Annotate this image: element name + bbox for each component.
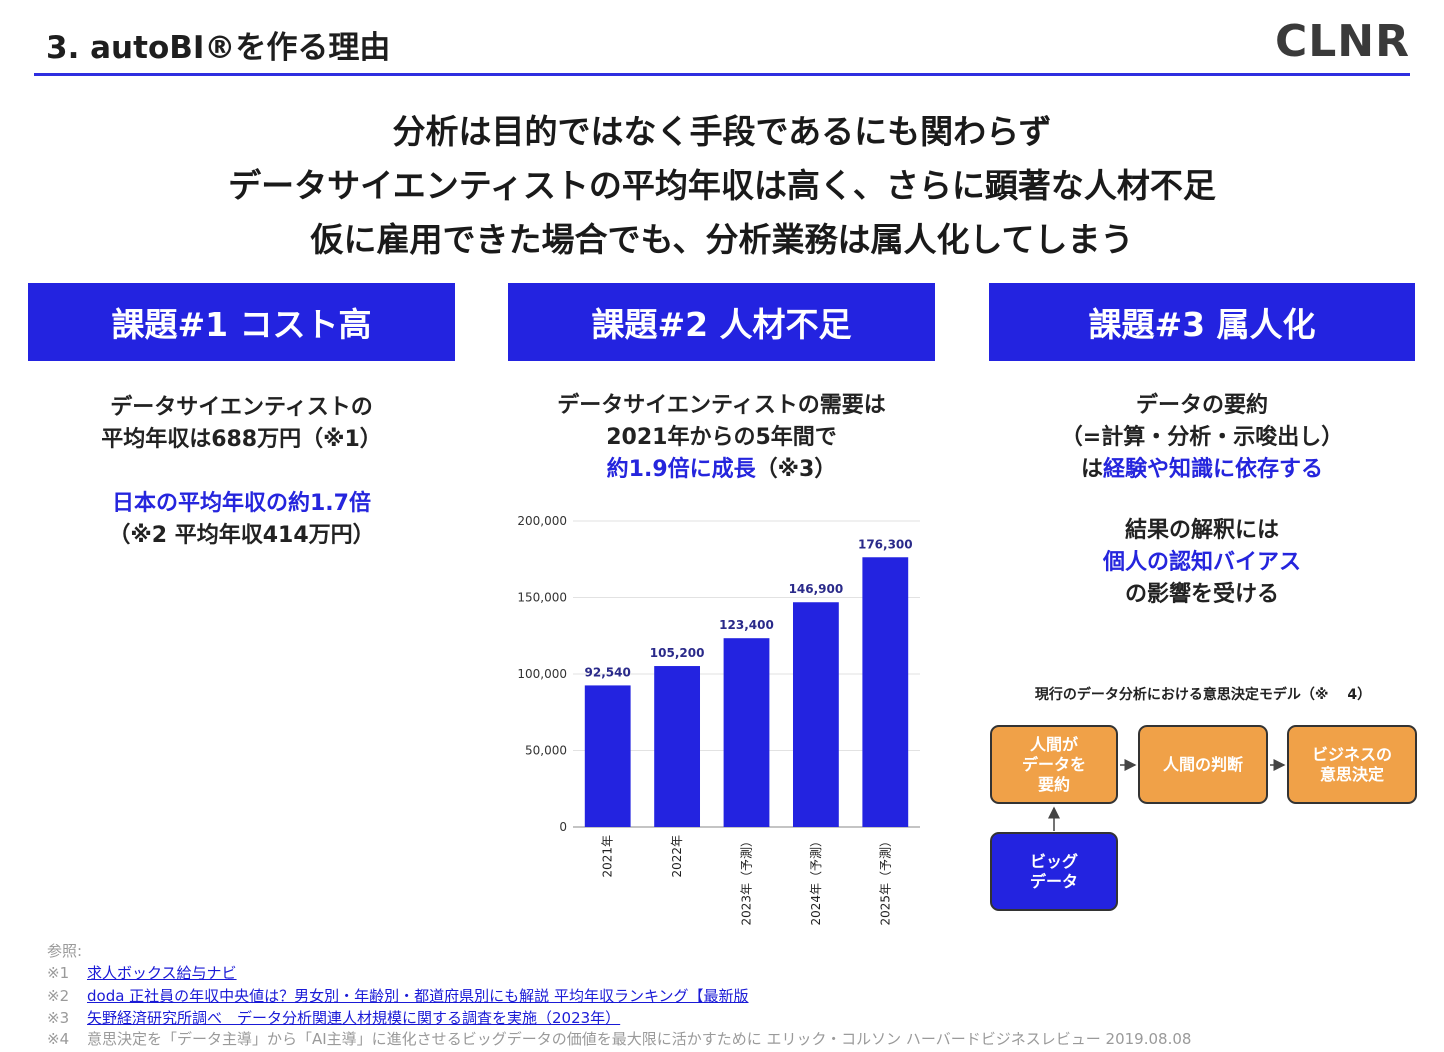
issue-3-line-3: は経験や知識に依存する <box>989 454 1415 486</box>
reference-4: ※4 意思決定を「データ主導」から「AI主導」に進化させるビッグデータの価値を最大… <box>47 1028 1191 1049</box>
diagram-box-human-judgment: 人間の判断 <box>1138 725 1268 804</box>
diagram-title: 現行のデータ分析における意思決定モデル（※ 4） <box>1034 687 1372 703</box>
bar <box>654 666 701 827</box>
references-heading: 参照: <box>47 942 83 960</box>
x-tick-label: 2022年 <box>670 835 684 878</box>
issue-3-line-3-prefix: は <box>1080 457 1103 482</box>
issue-2-highlight: 約1.9倍に成長 <box>606 457 756 482</box>
header-divider <box>34 73 1410 76</box>
box-text-line: 意思決定 <box>1319 764 1384 784</box>
y-tick-label: 50,000 <box>525 744 567 758</box>
issue-3-line-2: （=計算・分析・示唆出し） <box>1060 425 1344 450</box>
issue-3-bias-highlight: 個人の認知バイアス <box>1102 550 1301 575</box>
reference-1: ※1 求人ボックス給与ナビ <box>47 962 237 983</box>
reference-mark: ※2 <box>47 987 70 1005</box>
box-text-line: ビッグ <box>1029 851 1078 871</box>
diagram-box-big-data: ビッグ データ <box>990 832 1118 911</box>
box-text-line: データ <box>1029 871 1078 891</box>
reference-mark: ※4 <box>47 1030 70 1048</box>
reference-3: ※3 矢野経済研究所調べ データ分析関連人材規模に関する調査を実施（2023年） <box>47 1007 620 1028</box>
y-tick-label: 200,000 <box>517 514 567 528</box>
demand-bar-chart: 0 50,000 100,000 150,000 200,000 92,540 2021年 1… <box>517 514 920 926</box>
diagram-box-human-summarizes-data: 人間が データを 要約 <box>990 725 1118 804</box>
issue-3-bias-block: 結果の解釈には 個人の認知バイアス の影響を受ける <box>989 515 1415 611</box>
bar-value-label: 105,200 <box>650 646 705 660</box>
reference-4-text: 意思決定を「データ主導」から「AI主導」に進化させるビッグデータの価値を最大限に… <box>87 1030 1192 1048</box>
bar <box>584 685 631 827</box>
reference-2-link[interactable]: doda 正社員の年収中央値は？男女別・年齢別・都道府県別にも解説 平均年収ラン… <box>87 987 749 1005</box>
box-text-line: 人間が <box>1029 734 1078 754</box>
issue-3-description: データの要約 （=計算・分析・示唆出し） は経験や知識に依存する <box>989 390 1415 486</box>
issue-2-highlight-suffix: （※3） <box>755 457 837 482</box>
issue-1-highlight: 日本の平均年収の約1.7倍 <box>112 491 371 516</box>
x-tick-label: 2023年（予測） <box>740 835 754 926</box>
issue-3-line-4: 結果の解釈には <box>1124 518 1279 543</box>
reference-mark: ※1 <box>47 964 70 982</box>
issue-1-highlight-block: 日本の平均年収の約1.7倍 （※2 平均年収414万円） <box>28 488 455 552</box>
reference-1-link[interactable]: 求人ボックス給与ナビ <box>87 964 237 982</box>
issue-3-line-1: データの要約 <box>1135 393 1268 418</box>
headline-line-2: データサイエンティストの平均年収は高く、さらに顕著な人材不足 <box>228 166 1216 205</box>
issue-1-line-2: 平均年収は688万円（※1） <box>101 427 382 452</box>
issue-3-line-3-highlight: 経験や知識に依存する <box>1103 457 1324 482</box>
box-text-line: ビジネスの <box>1311 744 1392 764</box>
y-tick-label: 0 <box>559 820 567 834</box>
issue-1-line-1: データサイエンティストの <box>110 395 373 420</box>
issue-2-description: データサイエンティストの需要は 2021年からの5年間で 約1.9倍に成長（※3… <box>508 390 935 486</box>
box-text-line: 要約 <box>1037 774 1070 794</box>
bar-value-label: 92,540 <box>585 665 631 679</box>
y-tick-label: 150,000 <box>517 591 567 605</box>
box-text-line: データを <box>1021 754 1086 774</box>
issue-1-description: データサイエンティストの 平均年収は688万円（※1） <box>28 392 455 456</box>
x-tick-label: 2025年（予測） <box>878 835 892 926</box>
diagram-box-business-decision: ビジネスの 意思決定 <box>1287 725 1417 804</box>
issue-3-header: 課題#3 属人化 <box>989 283 1415 361</box>
headline-line-1: 分析は目的ではなく手段であるにも関わらず <box>392 112 1052 151</box>
bar <box>862 557 909 827</box>
bar <box>792 602 839 827</box>
bar-value-label: 176,300 <box>858 537 913 551</box>
reference-2: ※2 doda 正社員の年収中央値は？男女別・年齢別・都道府県別にも解説 平均年収… <box>47 985 749 1006</box>
issue-2-header: 課題#2 人材不足 <box>508 283 935 361</box>
bar-value-label: 146,900 <box>789 582 844 596</box>
bar-value-label: 123,400 <box>719 618 774 632</box>
bar <box>723 638 770 827</box>
x-tick-label: 2024年（予測） <box>809 835 823 926</box>
x-tick-label: 2021年 <box>601 835 615 878</box>
reference-3-link[interactable]: 矢野経済研究所調べ データ分析関連人材規模に関する調査を実施（2023年） <box>87 1009 621 1027</box>
issue-2-line-3: 約1.9倍に成長（※3） <box>508 454 935 486</box>
reference-mark: ※3 <box>47 1009 70 1027</box>
issue-1-note: （※2 平均年収414万円） <box>108 523 375 548</box>
brand-logo: CLNR <box>1274 16 1410 67</box>
issue-1-header: 課題#1 コスト高 <box>28 283 455 361</box>
section-title: 3. autoBI®を作る理由 <box>46 30 391 66</box>
issue-3-line-6: の影響を受ける <box>1124 582 1279 607</box>
headline-line-3: 仮に雇用できた場合でも、分析業務は属人化してしまう <box>310 220 1134 259</box>
y-tick-label: 100,000 <box>517 667 567 681</box>
issue-2-line-1: データサイエンティストの需要は <box>557 393 886 418</box>
issue-2-line-2: 2021年からの5年間で <box>606 425 837 450</box>
